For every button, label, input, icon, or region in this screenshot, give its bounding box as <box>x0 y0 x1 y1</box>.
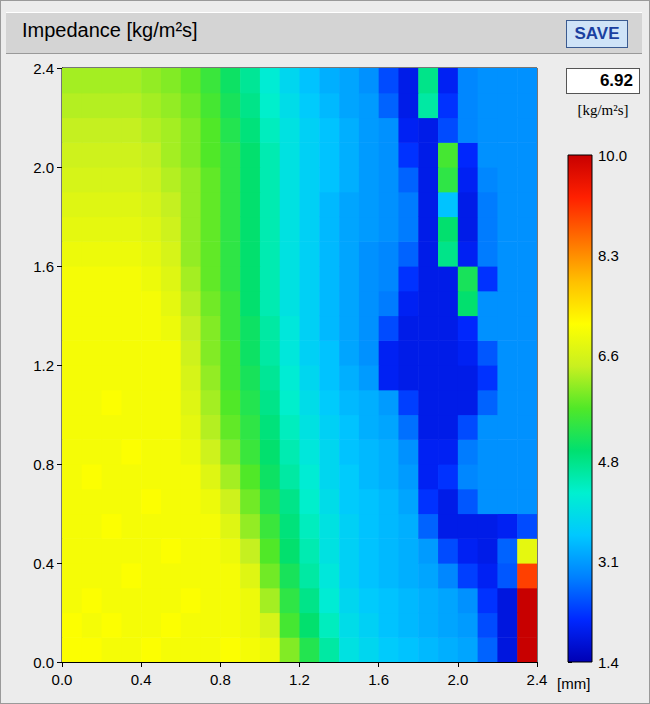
svg-text:2.0: 2.0 <box>447 671 468 688</box>
svg-text:1.6: 1.6 <box>368 671 389 688</box>
svg-text:1.6: 1.6 <box>33 258 54 275</box>
svg-text:2.0: 2.0 <box>33 159 54 176</box>
svg-text:6.6: 6.6 <box>598 347 619 364</box>
svg-text:10.0: 10.0 <box>598 147 627 164</box>
svg-text:0.8: 0.8 <box>210 671 231 688</box>
html-text:Impedance [kg/m²s]: Impedance [kg/m²s] <box>22 19 198 41</box>
svg-text:[mm]: [mm] <box>557 675 590 692</box>
svg-text:1.4: 1.4 <box>598 654 619 671</box>
svg-text:8.3: 8.3 <box>598 247 619 264</box>
svg-text:2.4: 2.4 <box>33 60 54 77</box>
svg-text:0.0: 0.0 <box>52 671 73 688</box>
html-text:6.92: 6.92 <box>599 71 633 90</box>
svg-text:0.0: 0.0 <box>33 654 54 671</box>
svg-text:0.4: 0.4 <box>131 671 152 688</box>
svg-text:4.8: 4.8 <box>598 453 619 470</box>
svg-text:2.4: 2.4 <box>527 671 548 688</box>
svg-text:0.8: 0.8 <box>33 456 54 473</box>
svg-text:1.2: 1.2 <box>289 671 310 688</box>
svg-text:1.2: 1.2 <box>33 357 54 374</box>
html-text:SAVE: SAVE <box>574 24 620 43</box>
svg-text:0.4: 0.4 <box>33 555 54 572</box>
html-text:[kg/m²s]: [kg/m²s] <box>577 102 629 118</box>
svg-text:3.1: 3.1 <box>598 553 619 570</box>
